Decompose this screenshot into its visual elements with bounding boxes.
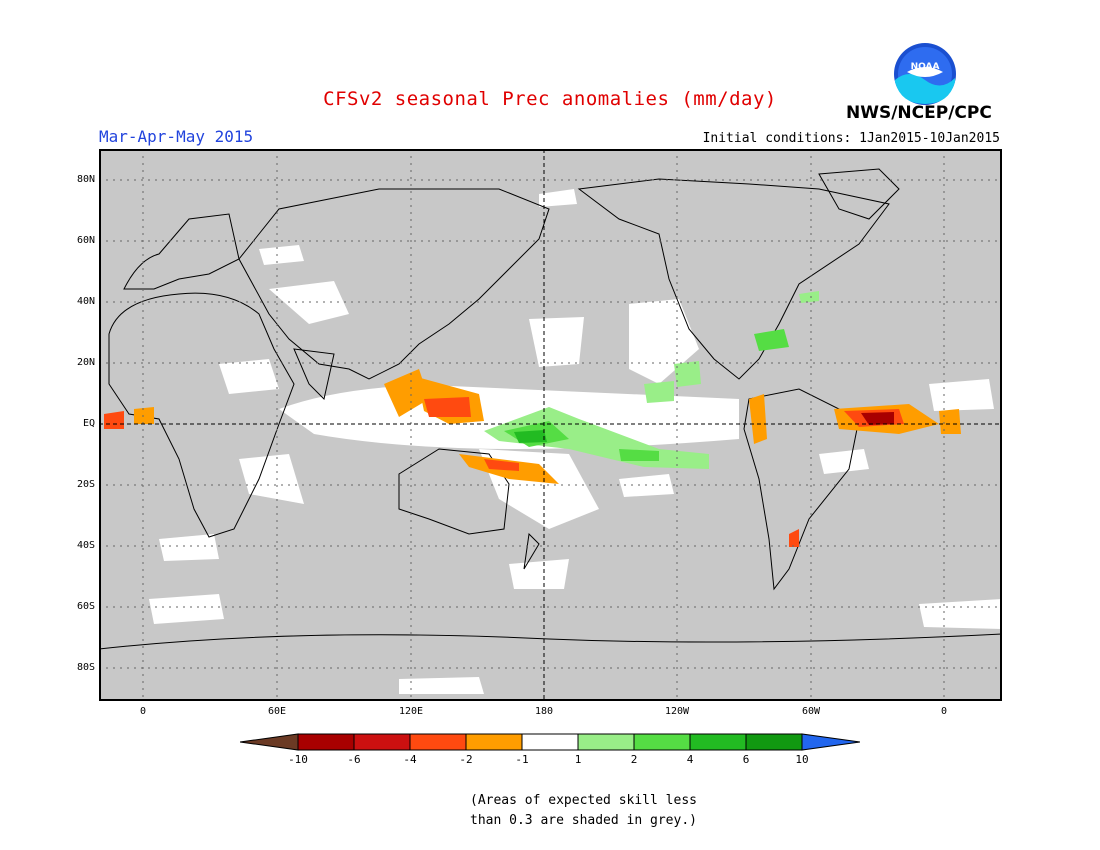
colorbar-label: 2 bbox=[630, 753, 638, 766]
colorbar-label: 10 bbox=[795, 753, 809, 766]
equator-dateline bbox=[99, 149, 1002, 701]
lat-label-80s: 80S bbox=[76, 662, 95, 673]
lat-label-60n: 60N bbox=[76, 235, 95, 246]
noaa-logo-icon: NOAA bbox=[894, 43, 956, 105]
lon-label-120e: 120E bbox=[398, 706, 424, 717]
lat-label-60s: 60S bbox=[76, 601, 95, 612]
colorbar-label: -6 bbox=[347, 753, 361, 766]
lat-label-20s: 20S bbox=[76, 479, 95, 490]
map-frame bbox=[99, 149, 1002, 701]
lon-label-0: 0 bbox=[139, 706, 147, 717]
lon-label-60w: 60W bbox=[801, 706, 821, 717]
colorbar-label: -4 bbox=[403, 753, 417, 766]
colorbar-cell bbox=[409, 733, 467, 751]
lon-label-180: 180 bbox=[534, 706, 554, 717]
map-title: CFSv2 seasonal Prec anomalies (mm/day) bbox=[323, 88, 777, 110]
lat-label-40s: 40S bbox=[76, 540, 95, 551]
colorbar-label: 6 bbox=[742, 753, 750, 766]
lon-label-60e: 60E bbox=[267, 706, 287, 717]
colorbar-cell bbox=[745, 733, 803, 751]
colorbar-label: 4 bbox=[686, 753, 694, 766]
initial-conditions-label: Initial conditions: 1Jan2015-10Jan2015 bbox=[702, 131, 1000, 146]
colorbar-cell bbox=[240, 733, 299, 751]
colorbar-label: 1 bbox=[574, 753, 582, 766]
colorbar-cell bbox=[689, 733, 747, 751]
graticule bbox=[99, 149, 1002, 701]
season-label: Mar-Apr-May 2015 bbox=[99, 127, 254, 146]
agency-label: NWS/NCEP/CPC bbox=[846, 103, 992, 123]
lat-label-eq: EQ bbox=[82, 418, 95, 429]
logo-text: NOAA bbox=[911, 62, 940, 72]
wet-anomalies bbox=[484, 291, 819, 469]
colorbar-cell bbox=[297, 733, 355, 751]
colorbar-cell bbox=[521, 733, 579, 751]
lat-label-80n: 80N bbox=[76, 174, 95, 185]
colorbar-cell bbox=[353, 733, 411, 751]
dry-anomalies bbox=[104, 369, 961, 547]
colorbar bbox=[240, 733, 860, 751]
precip-anomaly-map bbox=[99, 149, 1002, 701]
lon-label-0-east: 0 bbox=[940, 706, 948, 717]
colorbar-cell bbox=[577, 733, 635, 751]
skill-note-line-2: than 0.3 are shaded in grey.) bbox=[470, 813, 697, 828]
colorbar-label: -1 bbox=[515, 753, 529, 766]
lat-label-20n: 20N bbox=[76, 357, 95, 368]
colorbar-cell bbox=[633, 733, 691, 751]
lon-label-120w: 120W bbox=[664, 706, 690, 717]
lat-label-40n: 40N bbox=[76, 296, 95, 307]
colorbar-cell bbox=[801, 733, 860, 751]
skill-note-line-1: (Areas of expected skill less bbox=[470, 793, 697, 808]
skill-note: (Areas of expected skill less than 0.3 a… bbox=[470, 791, 697, 831]
colorbar-label: -10 bbox=[288, 753, 308, 766]
colorbar-cell bbox=[465, 733, 523, 751]
colorbar-label: -2 bbox=[459, 753, 473, 766]
